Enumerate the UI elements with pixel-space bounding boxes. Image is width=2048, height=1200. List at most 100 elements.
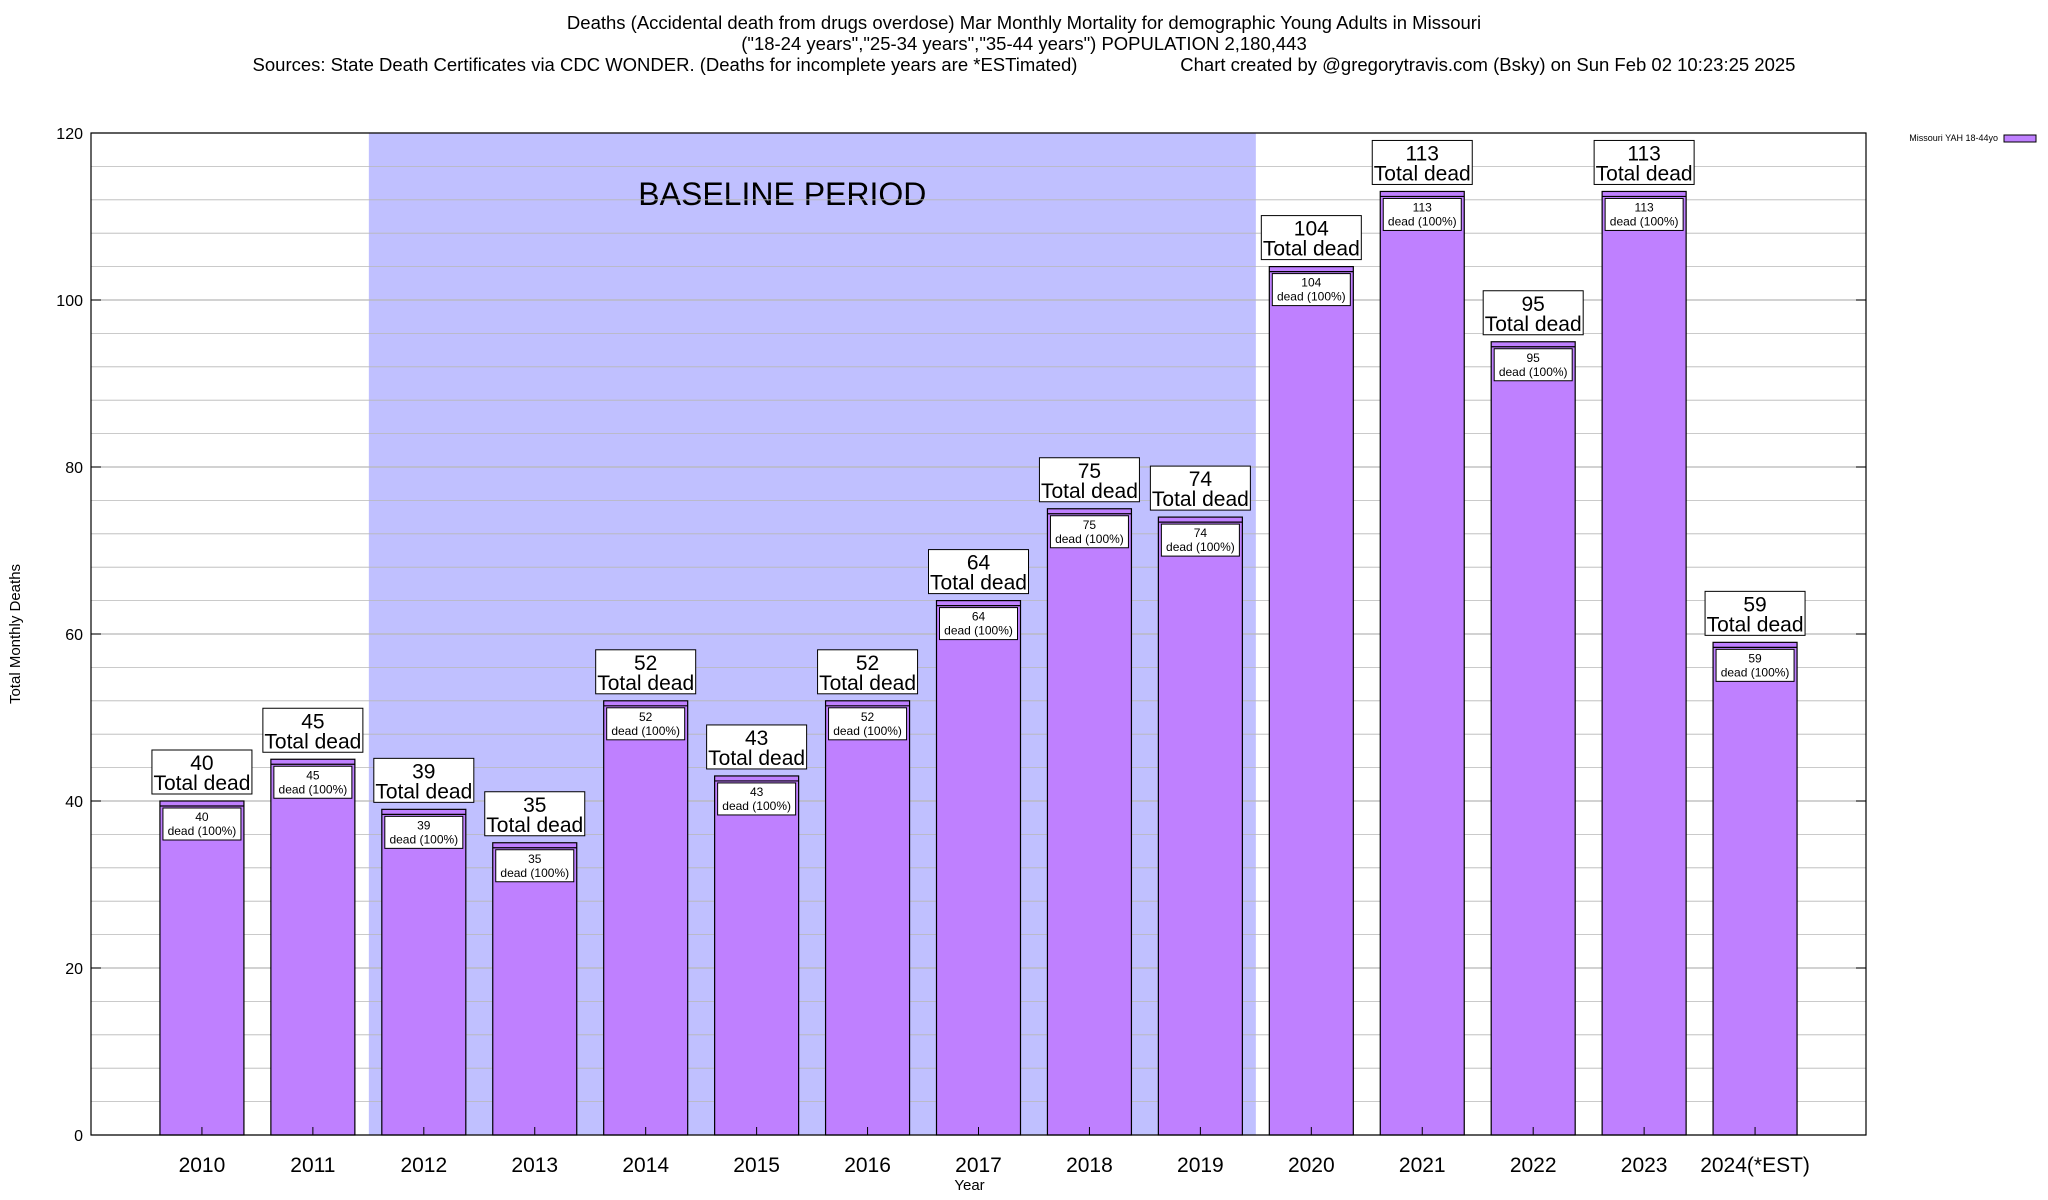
bar-total-label-box (706, 724, 808, 770)
x-tick-label: 2014 (622, 1154, 669, 1177)
chart-title-block: Deaths (Accidental death from drugs over… (0, 12, 2048, 54)
bar-inner-caption: dead (100%) (279, 782, 348, 796)
bar-inner-label-box (1493, 348, 1573, 382)
bar-inner-label-box (1715, 648, 1795, 682)
y-tick-label: 0 (74, 1128, 83, 1145)
bar-inner-value: 59 (1748, 651, 1762, 665)
x-tick-label: 2022 (1510, 1154, 1557, 1177)
y-tick-label: 80 (65, 460, 83, 477)
bar-inner-value: 45 (306, 768, 320, 782)
bar-inner-value: 74 (1194, 526, 1208, 540)
bar (603, 700, 689, 1136)
bar-inner-value: 104 (1301, 276, 1321, 290)
bar-total-value: 52 (856, 652, 879, 675)
bar (1601, 190, 1687, 1136)
y-tick-label: 40 (65, 794, 83, 811)
bar-total-value: 40 (190, 752, 213, 775)
chart-source: Sources: State Death Certificates via CD… (252, 54, 1078, 75)
bar-total-caption: Total dead (708, 747, 805, 770)
bar-total-value: 52 (634, 652, 657, 675)
x-tick-label: 2023 (1621, 1154, 1668, 1177)
bar-inner-value: 39 (417, 818, 431, 832)
bar-total-caption: Total dead (1263, 238, 1360, 261)
bar-inner-caption: dead (100%) (1277, 290, 1346, 304)
bar-total-label-box (373, 757, 475, 803)
bar-total-label-box (151, 749, 253, 795)
bar-inner-label-box (1271, 273, 1351, 307)
bar (1379, 190, 1465, 1136)
bar-total-label-box (817, 649, 919, 695)
bar-total-label-box (928, 549, 1029, 595)
bar-inner-value: 75 (1083, 518, 1097, 532)
x-tick-label: 2024(*EST) (1700, 1154, 1810, 1177)
bar-total-label-box (484, 791, 586, 837)
x-tick-label: 2019 (1177, 1154, 1224, 1177)
bar-inner-value: 113 (1413, 200, 1432, 214)
bar-inner-label-box (939, 607, 1018, 641)
x-tick-label: 2021 (1399, 1154, 1446, 1177)
bar-total-value: 74 (1189, 468, 1213, 491)
bar-total-caption: Total dead (153, 772, 250, 795)
bar-total-value: 75 (1078, 460, 1101, 483)
x-tick-label: 2016 (844, 1154, 891, 1177)
bar (1268, 266, 1354, 1136)
bar-inner-caption: dead (100%) (1499, 365, 1568, 379)
bar-total-value: 95 (1522, 293, 1545, 316)
bar-inner-label-box (606, 707, 686, 741)
bar-total-caption: Total dead (1707, 613, 1804, 636)
bar (270, 758, 356, 1136)
legend-swatch (2003, 134, 2037, 143)
x-tick-label: 2012 (400, 1154, 447, 1177)
bar-total-caption: Total dead (819, 672, 916, 695)
bar-total-label-box (1038, 457, 1140, 503)
bar-inner-label-box (828, 707, 908, 741)
bar-total-caption: Total dead (597, 672, 694, 695)
y-tick-label: 120 (56, 126, 83, 143)
bar-inner-label-box (1049, 515, 1129, 549)
chart-title: Deaths (Accidental death from drugs over… (566, 12, 1482, 33)
bar-inner-label-box (273, 765, 353, 799)
bar-total-label-box (1260, 215, 1362, 261)
bar (714, 775, 800, 1136)
bar-total-caption: Total dead (1041, 480, 1138, 503)
bar-total-value: 113 (1627, 142, 1660, 165)
bar-inner-value: 35 (528, 852, 542, 866)
bar-inner-label-box (1160, 523, 1240, 557)
bar-inner-label-box (384, 815, 464, 849)
x-tick-label: 2020 (1288, 1154, 1335, 1177)
bar-inner-value: 113 (1635, 200, 1654, 214)
bar-total-value: 45 (301, 710, 324, 733)
bar-total-value: 113 (1406, 142, 1439, 165)
bar (1157, 516, 1243, 1136)
bar-total-caption: Total dead (375, 780, 472, 803)
bar-total-caption: Total dead (1374, 162, 1471, 185)
bar-total-value: 104 (1294, 218, 1329, 241)
bar-inner-value: 52 (861, 710, 875, 724)
plot-border (90, 132, 1867, 1136)
bar-inner-caption: dead (100%) (722, 799, 791, 813)
bar-inner-value: 40 (195, 810, 209, 824)
bar-inner-caption: dead (100%) (1610, 214, 1679, 228)
x-tick-label: 2010 (179, 1154, 226, 1177)
bar-inner-label-box (1604, 197, 1684, 231)
bar-total-label-box (1482, 290, 1584, 336)
bar-inner-caption: dead (100%) (833, 724, 902, 738)
bar-total-label-box (1371, 139, 1473, 185)
bar-inner-caption: dead (100%) (1721, 665, 1790, 679)
bar-total-value: 64 (967, 552, 991, 575)
x-tick-label: 2013 (511, 1154, 558, 1177)
bar-inner-caption: dead (100%) (611, 724, 680, 738)
bar-total-value: 35 (523, 794, 546, 817)
x-tick-label: 2011 (290, 1154, 335, 1177)
bar-total-value: 43 (745, 727, 768, 750)
bar-total-caption: Total dead (930, 572, 1027, 595)
bar (159, 800, 245, 1136)
bar-total-caption: Total dead (1485, 313, 1582, 336)
bar-inner-caption: dead (100%) (500, 866, 569, 880)
source-credit-line: Sources: State Death Certificates via CD… (0, 54, 2048, 75)
bar-inner-label-box (717, 782, 797, 816)
x-tick-label: 2018 (1066, 1154, 1113, 1177)
bar-total-label-box (1149, 465, 1251, 511)
x-tick-label: 2017 (955, 1154, 1002, 1177)
